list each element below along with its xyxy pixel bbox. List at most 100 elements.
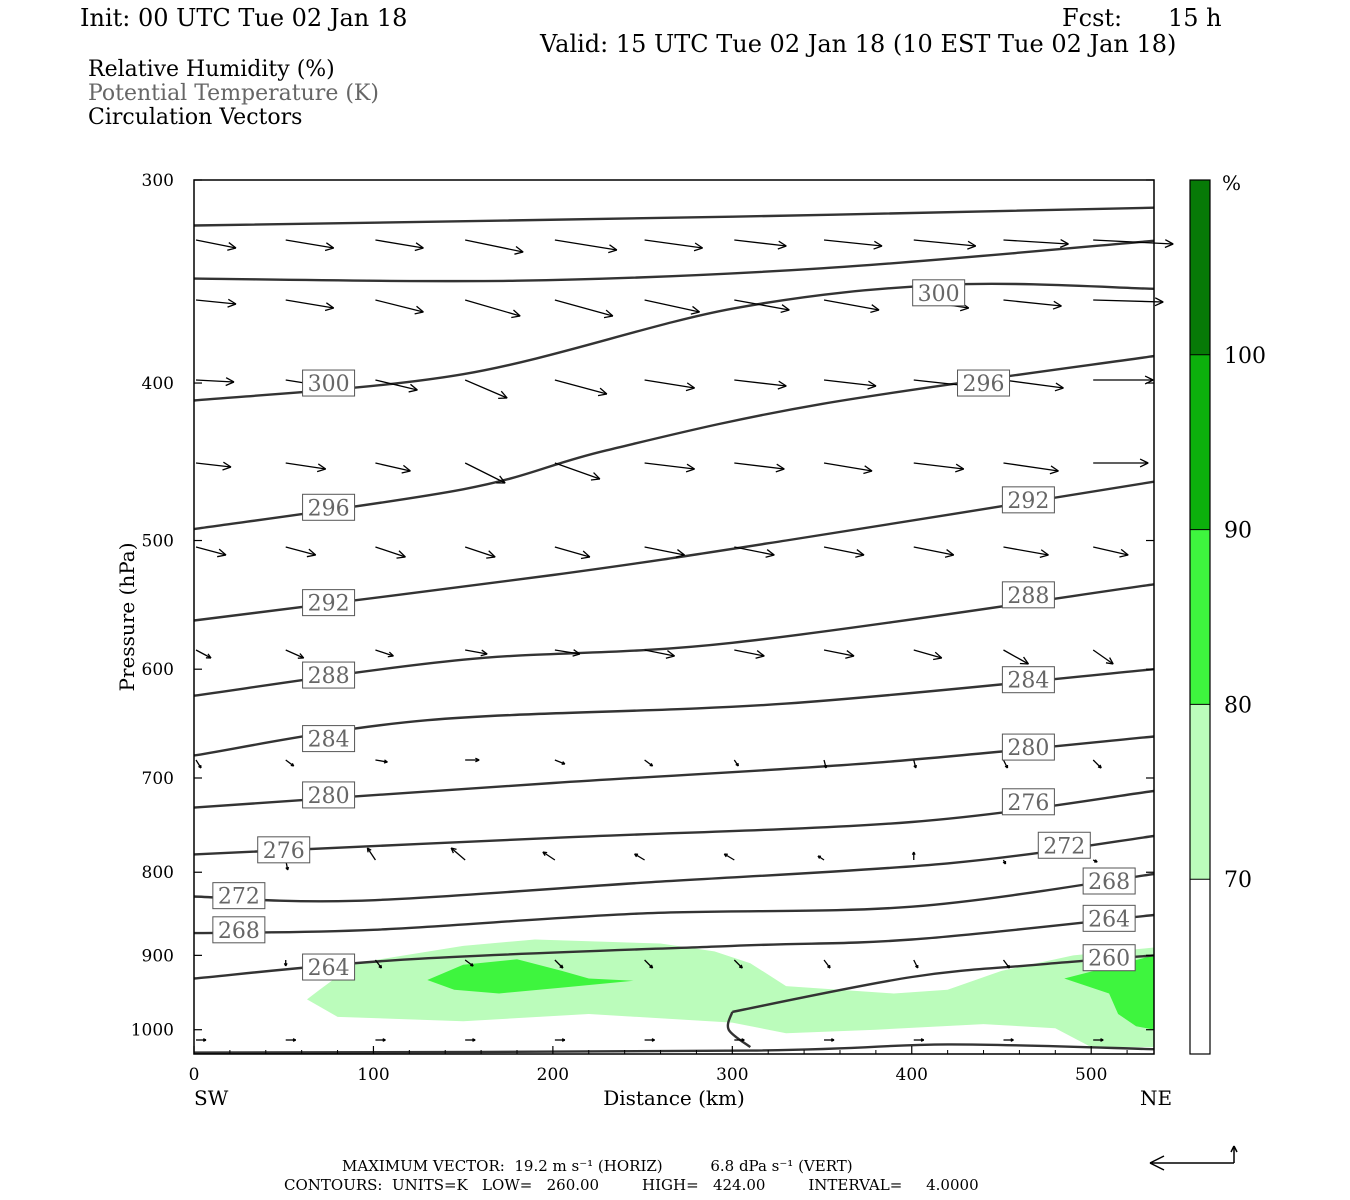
circulation-vector [195,461,232,471]
circulation-vector [464,462,506,484]
circulation-vector [195,377,235,387]
theta-label-box [302,493,356,521]
rh-region-80-1 [427,959,634,994]
circulation-vector [375,1038,386,1042]
circulation-vector [465,239,524,255]
circulation-vector [285,299,335,312]
theta-label-box [1001,581,1055,609]
y-tick-label: 400 [142,374,174,394]
circulation-vector [464,379,508,400]
circulation-vector [913,649,943,661]
y-tick-label: 500 [142,532,174,552]
circulation-vector [285,759,295,767]
circulation-vector [733,759,739,767]
theta-label: 284 [1007,669,1049,694]
circulation-vector [465,757,480,763]
circulation-vector [1092,649,1114,665]
field-rh: Relative Humidity (%) [88,57,335,82]
circulation-vector [644,299,700,315]
theta-contour-256-14 [193,1043,1155,1054]
x-tick-label: 500 [1075,1065,1107,1085]
theta-label-box [1082,944,1136,972]
circulation-vector [1093,297,1164,307]
init-time: Init: 00 UTC Tue 02 Jan 18 [80,4,408,32]
plot-frame [193,179,1155,1055]
circulation-vector [1003,462,1059,475]
circulation-vector [554,239,618,254]
theta-contour-300-1 [193,239,1155,283]
circulation-vector [823,649,855,659]
circulation-vector [644,759,654,767]
circulation-vector [542,851,556,861]
field-vectors: Circulation Vectors [88,105,303,130]
circulation-vector [554,649,581,657]
circulation-vector [285,546,317,558]
circulation-vector [733,959,743,969]
circulation-vector [913,462,965,473]
colorbar-swatch [1190,180,1210,355]
circulation-vector [375,239,424,252]
axis-layer: 0 100 200 300 400 500 300 400 500 600 700 800 900 100… [131,171,1154,1085]
theta-label: 264 [1088,907,1130,932]
theta-label: 280 [1007,736,1049,761]
theta-label-box [302,725,356,753]
circulation-vector [1002,859,1007,865]
circulation-vector [375,649,394,658]
theta-label-box [1082,867,1136,895]
circulation-vector [823,546,865,558]
theta-label: 300 [918,282,960,307]
circulation-vector [734,462,785,473]
circulation-vector [644,649,675,659]
theta-label-box [1001,733,1055,761]
circulation-vector [554,546,591,560]
circulation-vector [375,299,424,315]
circulation-vector [817,855,825,861]
circulation-vector [823,299,880,314]
circulation-vector [734,649,765,659]
colorbar-frame [1189,179,1211,1055]
y-tick-label: 300 [142,171,174,191]
circulation-vector [644,379,695,392]
theta-label-box [302,369,356,397]
theta-label-box [302,661,356,689]
theta-label: 268 [218,919,260,944]
circulation-vector [1002,759,1009,769]
theta-label-box [212,882,266,910]
forecast-hour: 15 h [1168,4,1222,32]
circulation-vector [723,853,735,861]
circulation-vector [913,239,977,250]
theta-label-box [1082,904,1136,932]
circulation-vector [283,960,288,967]
circulation-vector [285,239,335,252]
rh-region-80-2 [1064,955,1154,1030]
x-tick-label: 100 [357,1065,389,1085]
circulation-vector [1093,1038,1104,1042]
circulation-vector [734,299,790,314]
x-axis-label: Distance (km) [603,1086,745,1110]
circulation-vector [911,851,916,860]
theta-contour-268-10 [193,872,1155,935]
y-tick-label: 700 [142,769,174,789]
circulation-vector [1093,458,1149,468]
theta-label-box [1001,486,1055,514]
theta-contour-260-13 [726,1011,752,1049]
circulation-vector [734,379,787,390]
circulation-vector [913,546,955,558]
theta-label: 268 [1088,870,1130,895]
circulation-vector [1093,546,1129,558]
circulation-vector [195,546,227,558]
circulation-vector [195,298,237,308]
theta-label-layer: 3003002962962922922882882842842802802762… [212,279,1136,981]
circulation-vector [823,239,883,250]
circulation-vector [195,649,212,659]
colorbar-swatch [1190,879,1210,1054]
circulation-vector [734,546,775,558]
circulation-vector [554,462,601,481]
reference-vector-icon [1149,1145,1238,1171]
circulation-vector [1093,239,1174,249]
field-theta: Potential Temperature (K) [88,81,379,106]
theta-label: 284 [308,728,350,753]
circulation-vector [1093,375,1154,385]
circulation-vector [823,759,828,769]
colorbar-level-label: 100 [1224,344,1266,369]
